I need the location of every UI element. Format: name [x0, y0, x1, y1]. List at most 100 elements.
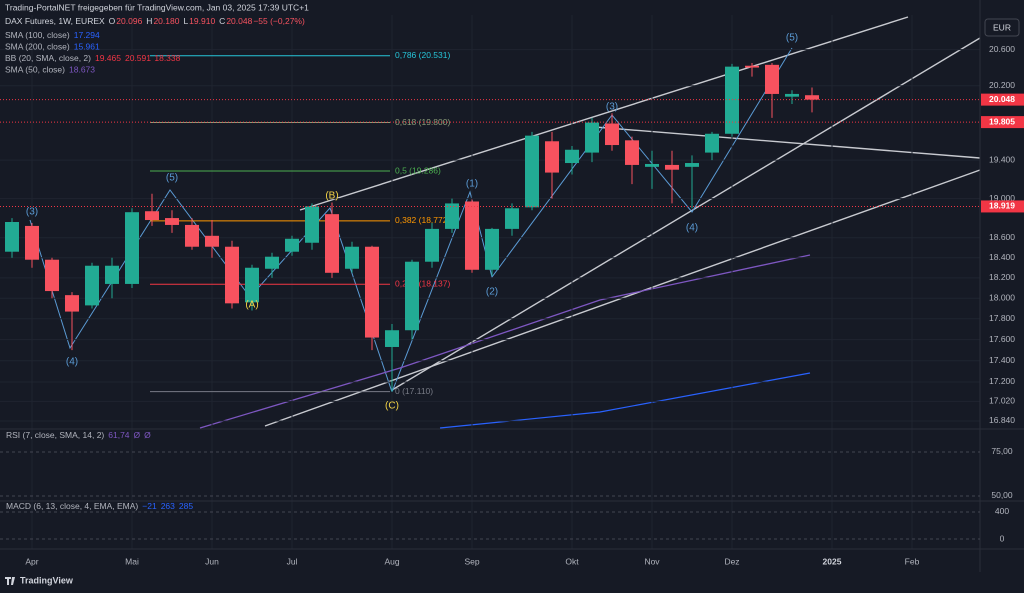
y-tick-label: 17.020 [989, 396, 1015, 406]
legend-row: SMA (200, close) 15.961 [5, 42, 100, 52]
panel-name: MACD (6, 13, close, 4, EMA, EMA) [6, 501, 138, 511]
candle-body [725, 66, 739, 134]
price-tag-label: 18.919 [989, 201, 1015, 211]
indicator-value: 15.961 [74, 42, 100, 52]
x-tick-label: Apr [25, 556, 38, 566]
candle-body [45, 259, 59, 292]
ohlc-value: 20.096 [116, 16, 142, 26]
wave-label: (B) [325, 191, 338, 202]
wave-label: (5) [166, 173, 178, 184]
y-tick-label: 16.840 [989, 415, 1015, 425]
fib-label: 0,382 (18.772) [395, 215, 450, 225]
y-tick-label: 18.200 [989, 272, 1015, 282]
fib-label: 0,786 (20.531) [395, 50, 450, 60]
price-tag [981, 116, 1024, 129]
price-tag-label: 20.048 [989, 94, 1015, 104]
ohlc-value: 20.048 [226, 16, 252, 26]
indicator-name: SMA (50, close) [5, 65, 65, 75]
x-tick-label: Okt [565, 556, 579, 566]
price-tag-label: 19.805 [989, 116, 1015, 126]
x-tick-label: 2025 [823, 556, 842, 566]
candle-body [705, 133, 719, 153]
candle-body [385, 330, 399, 347]
x-tick-label: Mai [125, 556, 139, 566]
candle-body [165, 218, 179, 225]
main-panel: 0,786 (20.531) 0,618 (19.800) 0,5 (19.286)… [0, 15, 980, 549]
y-tick-label: 400 [995, 506, 1009, 516]
candle-body [105, 265, 119, 284]
candle-body [405, 261, 419, 331]
y-tick-label: 18.600 [989, 232, 1015, 242]
candle-body [5, 221, 19, 252]
candle-body [505, 208, 519, 229]
wave-label: (A) [245, 300, 258, 311]
candle-body [625, 140, 639, 165]
indicator-value: 19.465 [95, 53, 121, 63]
candle-body [325, 214, 339, 273]
wave-label: (2) [486, 287, 498, 298]
x-tick-label: Nov [644, 556, 660, 566]
y-tick-label: 17.200 [989, 376, 1015, 386]
candle-body [685, 163, 699, 167]
y-tick-label: 17.800 [989, 313, 1015, 323]
footer: TradingView [5, 575, 74, 585]
panel-value: 285 [179, 501, 193, 511]
ohlc-key: H [146, 16, 152, 26]
panel-value: 263 [161, 501, 175, 511]
candle-body [205, 235, 219, 247]
ohlc-key: O [109, 16, 116, 26]
y-tick-label: 0 [1000, 533, 1005, 543]
indicator-value: 20.591 [125, 53, 151, 63]
candle-body [605, 123, 619, 146]
wave-label: (4) [66, 357, 78, 368]
wave-label: (1) [466, 179, 478, 190]
panel-value: −21 [142, 501, 157, 511]
trend-line [391, 37, 981, 391]
y-tick-label: 17.600 [989, 334, 1015, 344]
indicator-name: SMA (200, close) [5, 42, 70, 52]
ohlc-key: L [183, 16, 188, 26]
y-tick-label: 50,00 [991, 490, 1013, 500]
candle-body [465, 201, 479, 270]
y-tick-label: 20.600 [989, 44, 1015, 54]
wave-label: (4) [686, 223, 698, 234]
ohlc-key: C [219, 16, 225, 26]
indicator-name: BB (20, SMA, close, 2) [5, 53, 91, 63]
y-tick-label: 17.400 [989, 355, 1015, 365]
panel-legend: RSI (7, close, SMA, 14, 2) 61,74 Ø Ø [6, 430, 151, 440]
legend-row: DAX Futures, 1W, EUREX O20.096 H20.180 L19.… [5, 16, 305, 26]
symbol: DAX Futures, 1W, EUREX [5, 16, 105, 26]
fib-label: 0,236 (18.137) [395, 278, 450, 288]
header-title: Trading-PortalNET freigegeben für Tradin… [5, 2, 309, 12]
candle-body [765, 64, 779, 94]
currency: EUR [993, 22, 1011, 32]
candle-body [485, 228, 499, 270]
candle-body [805, 95, 819, 100]
wave-label: (C) [385, 401, 399, 412]
candle-body [545, 141, 559, 173]
panel-value: 61,74 [108, 430, 130, 440]
x-tick-label: Dez [724, 556, 739, 566]
ohlc-value: 20.180 [153, 16, 179, 26]
candle-body [145, 211, 159, 221]
y-tick-label: 18.000 [989, 292, 1015, 302]
candle-body [785, 93, 799, 97]
x-tick-label: Aug [384, 556, 399, 566]
candle-body [665, 164, 679, 170]
candle-body [365, 246, 379, 338]
indicator-value: 18.673 [69, 65, 95, 75]
candle-body [265, 256, 279, 269]
legend-row: SMA (50, close) 18.673 [5, 65, 95, 75]
panel-name: RSI (7, close, SMA, 14, 2) [6, 430, 104, 440]
candle-body [85, 265, 99, 306]
ohlc-value: 19.910 [189, 16, 215, 26]
y-tick-label: 19.400 [989, 154, 1015, 164]
fib-label: 0,618 (19.800) [395, 117, 450, 127]
sma-line [439, 372, 811, 429]
candle-body [65, 295, 79, 312]
panel-value: Ø [134, 430, 141, 440]
currency-box [984, 18, 1020, 37]
